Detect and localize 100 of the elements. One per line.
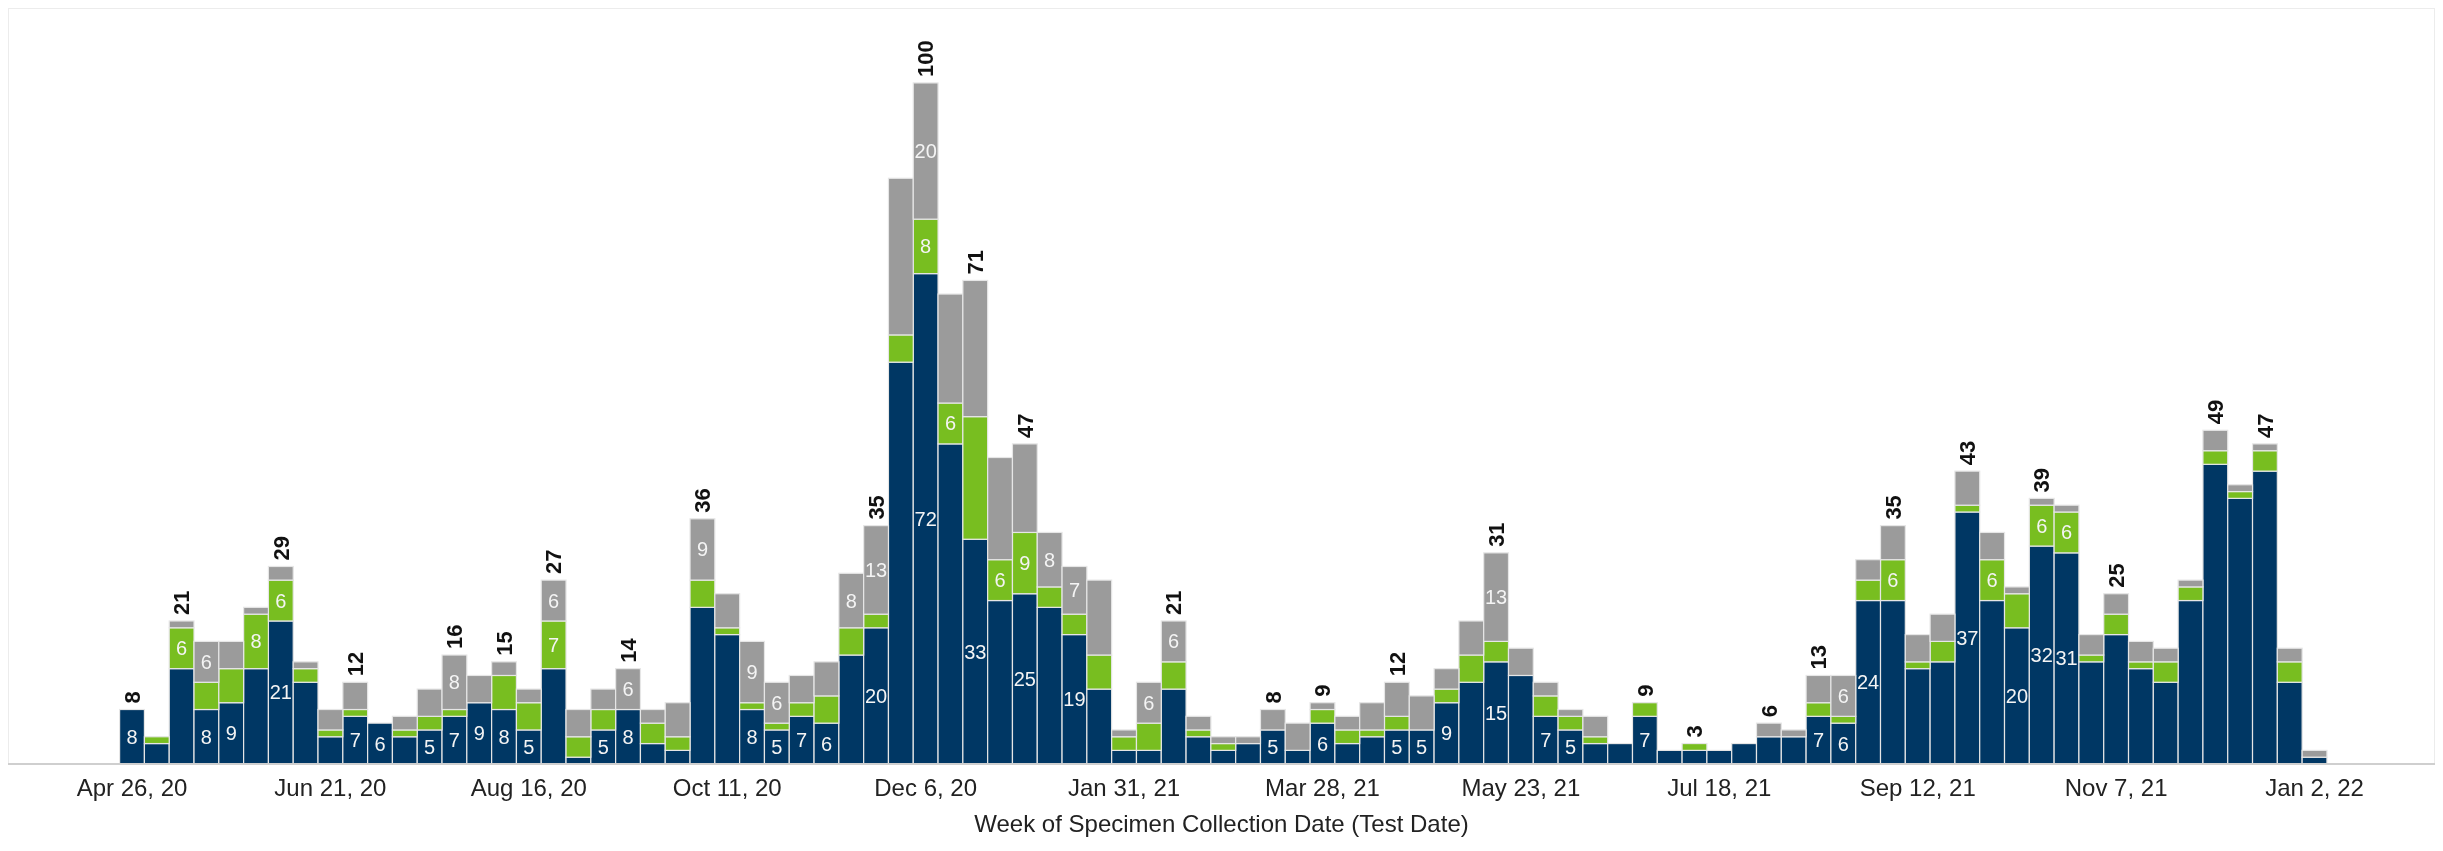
data-label: 20 — [914, 140, 937, 163]
total-label: 47 — [2252, 413, 2278, 438]
total-label: 21 — [1161, 590, 1187, 615]
data-label: 8 — [126, 725, 138, 748]
data-label: 6 — [1837, 732, 1849, 755]
data-label: 6 — [200, 650, 212, 673]
data-label: 6 — [548, 589, 560, 612]
x-axis-title: Week of Specimen Collection Date (Test Date) — [974, 810, 1469, 837]
total-label: 36 — [690, 488, 716, 513]
total-label: 13 — [1806, 644, 1832, 670]
data-label: 8 — [498, 725, 510, 748]
total-label: 21 — [169, 590, 195, 615]
data-label: 6 — [1143, 691, 1155, 714]
data-label: 72 — [914, 507, 937, 530]
data-label: 8 — [200, 725, 212, 748]
x-tick-label: Apr 26, 20 — [76, 774, 188, 801]
data-label: 7 — [448, 729, 460, 752]
x-tick-label: Oct 11, 20 — [672, 774, 782, 801]
x-tick-label: Dec 6, 20 — [874, 774, 978, 801]
data-label: 6 — [622, 678, 634, 701]
total-label: 49 — [2203, 399, 2229, 425]
total-label: 39 — [2029, 467, 2055, 493]
x-tick-label: Sep 12, 21 — [1859, 774, 1976, 801]
data-label: 6 — [1887, 569, 1899, 592]
x-tick-label: Jan 31, 21 — [1068, 774, 1181, 801]
data-label: 7 — [1068, 579, 1081, 602]
data-label: 5 — [597, 735, 609, 758]
x-tick-label: Jun 21, 20 — [274, 774, 387, 801]
data-label: 19 — [1063, 688, 1086, 711]
x-tick-label: Aug 16, 20 — [470, 774, 587, 801]
x-tick-label: Jan 2, 22 — [2265, 774, 2364, 801]
data-label: 32 — [2030, 644, 2053, 667]
data-label: 7 — [796, 729, 808, 752]
total-label: 47 — [1012, 413, 1038, 438]
total-label: 27 — [541, 549, 567, 575]
x-tick-label: Jul 18, 21 — [1667, 774, 1772, 801]
total-label: 25 — [2103, 563, 2129, 588]
total-label: 100 — [913, 40, 939, 77]
data-label: 37 — [1956, 627, 1979, 649]
data-label: 6 — [771, 691, 783, 714]
total-label: 8 — [1260, 691, 1286, 704]
data-label: 6 — [2036, 514, 2048, 537]
data-label: 6 — [1168, 630, 1180, 653]
data-label: 6 — [1986, 569, 1998, 592]
total-label: 31 — [1483, 522, 1509, 547]
data-label: 6 — [1837, 684, 1849, 707]
total-label: 71 — [962, 249, 988, 275]
total-label: 8 — [119, 691, 145, 704]
data-label: 24 — [1856, 671, 1880, 694]
data-label: 7 — [1812, 729, 1825, 752]
data-label: 7 — [349, 729, 361, 752]
data-label: 5 — [1564, 735, 1577, 758]
total-label: 14 — [615, 637, 641, 663]
data-label: 20 — [864, 684, 888, 707]
data-label: 9 — [473, 722, 485, 745]
total-label: 29 — [268, 536, 294, 561]
data-label: 9 — [1019, 552, 1031, 575]
total-label: 3 — [1682, 725, 1708, 738]
data-label: 7 — [1540, 729, 1552, 752]
data-label: 9 — [225, 722, 237, 745]
data-label: 9 — [1440, 722, 1453, 745]
x-tick-label: May 23, 21 — [1461, 774, 1581, 801]
total-label: 43 — [1955, 440, 1981, 466]
data-label: 5 — [424, 735, 436, 758]
total-label: 15 — [491, 631, 517, 656]
data-label: 7 — [548, 633, 560, 656]
data-label: 8 — [1044, 548, 1056, 571]
data-label: 5 — [1267, 735, 1279, 758]
total-label: 12 — [1384, 651, 1410, 677]
data-label: 8 — [845, 589, 857, 612]
total-label: 35 — [863, 495, 889, 520]
data-label: 6 — [944, 412, 957, 435]
data-label: 8 — [920, 235, 932, 258]
x-tick-label: Nov 7, 21 — [2064, 774, 2168, 801]
x-tick-label: Mar 28, 21 — [1265, 774, 1380, 801]
data-label: 6 — [275, 589, 287, 612]
data-label: 8 — [448, 671, 460, 694]
total-label: 9 — [1310, 684, 1336, 697]
data-label: 8 — [622, 725, 634, 748]
data-label: 5 — [523, 735, 535, 758]
data-label: 31 — [2055, 647, 2078, 670]
data-label: 9 — [696, 538, 708, 561]
data-label: 6 — [2060, 521, 2073, 544]
data-label: 13 — [864, 558, 888, 581]
data-label: 21 — [269, 681, 292, 704]
total-label: 6 — [1756, 704, 1782, 718]
data-label: 6 — [176, 637, 188, 660]
data-label: 20 — [2005, 684, 2029, 707]
data-label: 6 — [820, 732, 833, 755]
data-label: 6 — [374, 732, 386, 755]
data-label: 9 — [746, 661, 758, 684]
total-label: 9 — [1632, 684, 1658, 697]
data-label: 6 — [1316, 732, 1329, 755]
data-label: 8 — [250, 630, 262, 653]
data-label: 6 — [994, 569, 1006, 592]
data-label: 25 — [1013, 667, 1036, 690]
total-label: 12 — [342, 651, 368, 677]
data-label: 33 — [964, 640, 987, 663]
data-label: 5 — [771, 735, 783, 758]
data-label: 5 — [1416, 735, 1428, 758]
